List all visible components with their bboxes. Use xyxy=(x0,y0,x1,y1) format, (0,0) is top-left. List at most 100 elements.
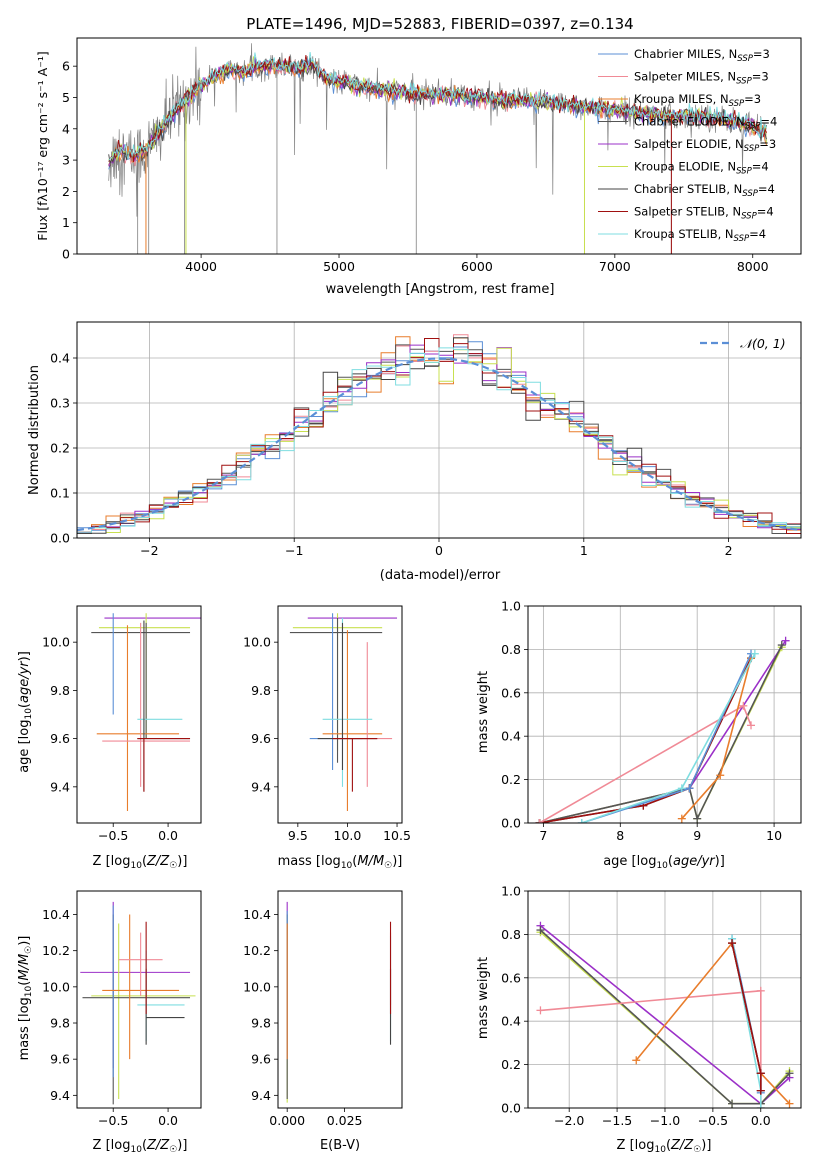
legend-entry: Kroupa STELIB, NSSP=4 xyxy=(634,227,766,244)
y-tick-label: 9.8 xyxy=(251,683,271,698)
y-tick-label: 3 xyxy=(62,153,70,168)
y-tick-label: 10.2 xyxy=(243,943,271,958)
x-tick-label: −0.5 xyxy=(98,828,128,843)
y-tick-label: 0.0 xyxy=(501,816,521,831)
x-axis-label: E(B-V) xyxy=(320,1138,360,1153)
axes-mass-vs-e-b-v-: 0.000 0.025 9.4 9.6 9.8 10.0 10.2 10.4 E(B-V) xyxy=(243,890,403,1153)
y-tick-label: 10.0 xyxy=(243,979,271,994)
axes-frame xyxy=(277,605,403,824)
axes-mass-weight-vs-z: −2.0 −1.5 −1.0 −0.5 0.0 0.0 0.2 0.4 0.6 0.8 1.0 Z [… xyxy=(476,884,802,1155)
y-tick-label: 1 xyxy=(62,215,70,230)
x-tick-label: 10 xyxy=(766,828,782,843)
axes-mass-vs-z: −0.5 0.0 9.4 9.6 9.8 10.0 10.2 10.4 Z [log10(Z/Z… xyxy=(17,890,202,1155)
y-tick-label: 10.4 xyxy=(243,907,271,922)
x-axis-label: wavelength [Angstrom, rest frame] xyxy=(326,282,555,297)
y-axis-label: mass weight xyxy=(476,957,491,1039)
weight-line-kroupa-elodie xyxy=(539,646,783,823)
y-axis-label: mass [log10(M/M☉)] xyxy=(17,936,34,1061)
x-tick-label: 8000 xyxy=(737,259,769,274)
x-tick-label: 8 xyxy=(616,828,624,843)
x-tick-label: 2 xyxy=(725,543,733,558)
normal-curve xyxy=(77,357,801,532)
y-tick-label: 10.0 xyxy=(42,635,70,650)
legend-entry: Chabrier STELIB, NSSP=4 xyxy=(634,182,775,199)
axes-frame xyxy=(76,605,202,824)
x-tick-label: −0.5 xyxy=(98,1113,128,1128)
plot-area xyxy=(80,901,196,1105)
legend-entry: Salpeter MILES, NSSP=3 xyxy=(634,70,769,87)
x-tick-label: −1 xyxy=(285,543,303,558)
y-tick-label: 0 xyxy=(62,247,70,262)
x-tick-label: 10.0 xyxy=(334,828,362,843)
x-axis-label: Z [log10(Z/Z☉)] xyxy=(617,1138,712,1155)
y-tick-label: 4 xyxy=(62,121,70,136)
x-tick-label: 9 xyxy=(693,828,701,843)
y-tick-label: 10.0 xyxy=(42,979,70,994)
y-tick-label: 0.4 xyxy=(50,351,70,366)
legend-entry: Chabrier MILES, NSSP=3 xyxy=(634,47,770,64)
y-tick-label: 9.8 xyxy=(50,1016,70,1031)
y-axis-label: Flux [fλ10⁻¹⁷ erg cm⁻² s⁻¹ A⁻¹] xyxy=(35,51,50,240)
axes-frame xyxy=(76,890,202,1109)
x-tick-label: −0.5 xyxy=(698,1113,728,1128)
axes-frame xyxy=(76,37,802,255)
model-line-kroupa-stelib xyxy=(108,52,767,161)
weight-line-salpeter-stelib xyxy=(539,657,752,823)
x-tick-label: 6000 xyxy=(461,259,493,274)
y-tick-label: 9.4 xyxy=(50,1088,70,1103)
histogram-kroupa-elodie xyxy=(77,347,801,534)
y-tick-label: 5 xyxy=(62,90,70,105)
y-tick-label: 0.8 xyxy=(501,927,521,942)
x-tick-label: 1 xyxy=(580,543,588,558)
y-tick-label: 0.3 xyxy=(50,396,70,411)
plot-area xyxy=(91,613,201,811)
x-tick-label: 10.5 xyxy=(383,828,411,843)
y-tick-label: 9.4 xyxy=(50,779,70,794)
x-tick-label: 0.025 xyxy=(327,1113,363,1128)
plot-area xyxy=(536,921,794,1108)
plot-area xyxy=(289,613,398,811)
x-axis-label: mass [log10(M/M☉)] xyxy=(278,854,403,871)
plot-area xyxy=(535,636,790,823)
x-tick-label: 0.0 xyxy=(751,1113,771,1128)
y-axis-label: age [log10(age/yr)] xyxy=(17,651,34,773)
y-tick-label: 9.8 xyxy=(50,683,70,698)
y-tick-label: 9.6 xyxy=(50,1052,70,1067)
axes-residual-histogram: −2 −1 0 1 2 0.0 0.1 0.2 0.3 0.4 𝒩(0, 1) (data-model… xyxy=(27,321,802,583)
y-tick-label: 9.6 xyxy=(251,731,271,746)
axes-mass-weight-vs-age: 7 8 9 10 0.0 0.2 0.4 0.6 0.8 1.0 age [log10(age/yr… xyxy=(476,599,802,871)
y-tick-label: 0.1 xyxy=(50,486,70,501)
x-axis-label: Z [log10(Z/Z☉)] xyxy=(93,854,188,871)
weight-line-kroupa-stelib xyxy=(581,653,756,823)
x-tick-label: −2 xyxy=(140,543,158,558)
legend-entry: Chabrier ELODIE, NSSP=4 xyxy=(634,115,777,132)
plot-area xyxy=(77,334,801,534)
legend-entry: 𝒩(0, 1) xyxy=(740,336,786,351)
x-axis-label: age [log10(age/yr)] xyxy=(603,854,725,871)
x-axis-label: (data-model)/error xyxy=(380,568,501,583)
y-tick-label: 0.6 xyxy=(501,685,521,700)
x-tick-label: 4000 xyxy=(185,259,217,274)
legend-entry: Kroupa ELODIE, NSSP=4 xyxy=(634,160,769,177)
x-tick-label: −2.0 xyxy=(554,1113,584,1128)
x-tick-label: 0.0 xyxy=(158,1113,178,1128)
y-tick-label: 0.6 xyxy=(501,970,521,985)
legend-entry: Kroupa MILES, NSSP=3 xyxy=(634,92,761,109)
axes-frame xyxy=(527,890,802,1109)
axes-frame xyxy=(277,890,403,1109)
y-tick-label: 0.2 xyxy=(50,441,70,456)
weight-line-chabrier-elodie xyxy=(539,644,783,823)
axes-spectrum: 4000 5000 6000 7000 8000 0 1 2 3 4 5 6 Chabrier MILE… xyxy=(35,37,802,297)
x-tick-label: −1.0 xyxy=(650,1113,680,1128)
x-tick-label: 0 xyxy=(435,543,443,558)
y-tick-label: 0.8 xyxy=(501,642,521,657)
spectrum-legend: Chabrier MILES, NSSP=3 Salpeter MILES, NS… xyxy=(598,47,777,244)
axes-frame xyxy=(76,321,802,539)
axes-age-vs-mass: 9.5 10.0 10.5 9.4 9.6 9.8 10.0 mass [log10(M/M☉… xyxy=(243,605,411,871)
x-axis-label: Z [log10(Z/Z☉)] xyxy=(93,1138,188,1155)
y-tick-label: 9.4 xyxy=(251,779,271,794)
x-tick-label: 5000 xyxy=(323,259,355,274)
y-axis-label: Normed distribution xyxy=(27,365,42,495)
